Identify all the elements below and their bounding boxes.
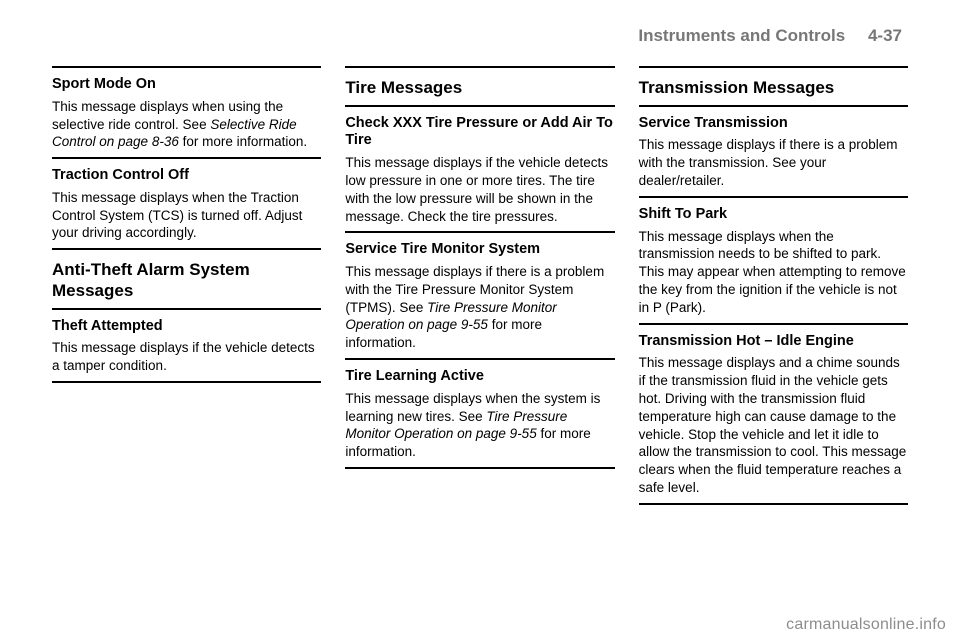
rule bbox=[639, 66, 908, 68]
rule bbox=[52, 248, 321, 250]
body-service-transmission: This message displays if there is a prob… bbox=[639, 136, 908, 189]
rule bbox=[345, 66, 614, 68]
body-tire-learning: This message displays when the system is… bbox=[345, 390, 614, 461]
column-3: Transmission Messages Service Transmissi… bbox=[639, 60, 908, 509]
heading-anti-theft: Anti-Theft Alarm System Messages bbox=[52, 260, 321, 301]
heading-theft-attempted: Theft Attempted bbox=[52, 318, 321, 336]
watermark: carmanualsonline.info bbox=[786, 616, 946, 634]
page-header: Instruments and Controls 4-37 bbox=[52, 26, 908, 54]
body-sport-mode: This message displays when using the sel… bbox=[52, 98, 321, 151]
rule bbox=[639, 503, 908, 505]
rule bbox=[52, 66, 321, 68]
page-number: 4-37 bbox=[868, 26, 902, 45]
text: for more information. bbox=[179, 134, 307, 149]
heading-sport-mode: Sport Mode On bbox=[52, 76, 321, 94]
heading-tire-learning: Tire Learning Active bbox=[345, 368, 614, 386]
body-theft-attempted: This message displays if the vehicle det… bbox=[52, 339, 321, 375]
heading-service-tpms: Service Tire Monitor System bbox=[345, 241, 614, 259]
rule bbox=[639, 196, 908, 198]
rule bbox=[345, 358, 614, 360]
body-shift-park: This message displays when the transmiss… bbox=[639, 228, 908, 317]
heading-transmission-hot: Transmission Hot – Idle Engine bbox=[639, 333, 908, 351]
rule bbox=[52, 381, 321, 383]
body-check-tire: This message displays if the vehicle det… bbox=[345, 154, 614, 225]
rule bbox=[345, 467, 614, 469]
rule bbox=[345, 105, 614, 107]
heading-service-transmission: Service Transmission bbox=[639, 115, 908, 133]
heading-check-tire: Check XXX Tire Pressure or Add Air To Ti… bbox=[345, 115, 614, 150]
body-transmission-hot: This message displays and a chime sounds… bbox=[639, 354, 908, 497]
column-1: Sport Mode On This message displays when… bbox=[52, 60, 321, 509]
content-columns: Sport Mode On This message displays when… bbox=[52, 60, 908, 509]
body-traction-off: This message displays when the Traction … bbox=[52, 189, 321, 242]
rule bbox=[52, 308, 321, 310]
heading-shift-park: Shift To Park bbox=[639, 206, 908, 224]
rule bbox=[345, 231, 614, 233]
rule bbox=[639, 323, 908, 325]
manual-page: Instruments and Controls 4-37 Sport Mode… bbox=[0, 0, 960, 642]
body-service-tpms: This message displays if there is a prob… bbox=[345, 263, 614, 352]
rule bbox=[639, 105, 908, 107]
column-2: Tire Messages Check XXX Tire Pressure or… bbox=[345, 60, 614, 509]
heading-tire-messages: Tire Messages bbox=[345, 78, 614, 99]
heading-traction-off: Traction Control Off bbox=[52, 167, 321, 185]
section-title: Instruments and Controls bbox=[638, 26, 845, 45]
heading-transmission-messages: Transmission Messages bbox=[639, 78, 908, 99]
rule bbox=[52, 157, 321, 159]
